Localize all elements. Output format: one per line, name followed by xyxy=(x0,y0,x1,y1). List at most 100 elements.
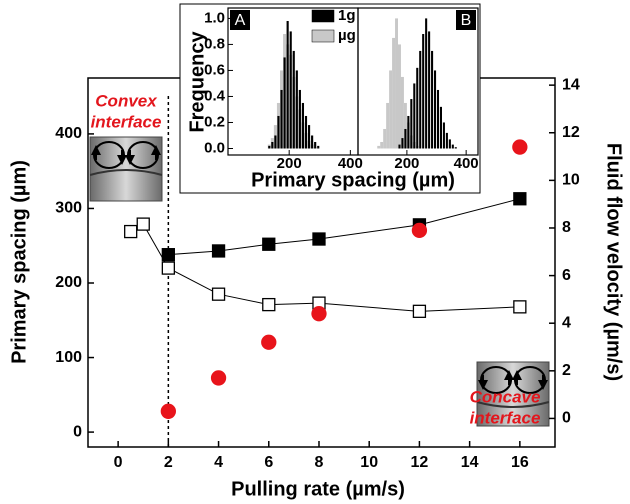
histogram-bar xyxy=(377,145,381,149)
histogram-bar xyxy=(292,50,295,149)
y-tick-label: 200 xyxy=(55,274,82,291)
marker xyxy=(161,248,175,262)
panel-label: B xyxy=(461,12,472,29)
convex-icon xyxy=(89,136,163,202)
x-tick-label: 200 xyxy=(394,155,419,172)
histogram-bar xyxy=(383,128,387,149)
histogram-bar xyxy=(434,70,437,149)
y2-tick-label: 6 xyxy=(562,267,571,284)
x-tick-label: 8 xyxy=(315,454,324,471)
concave-icon xyxy=(476,361,550,427)
marker xyxy=(161,261,175,275)
x-axis-title: Pulling rate (µm/s) xyxy=(231,478,405,500)
histogram-bar xyxy=(398,144,401,149)
marker xyxy=(124,224,138,239)
histogram-bar xyxy=(311,135,314,149)
histogram-bar xyxy=(274,135,277,149)
histogram-bar xyxy=(425,18,428,149)
legend-swatch xyxy=(311,29,335,43)
histogram-bar xyxy=(454,147,457,149)
histogram-bar xyxy=(317,145,320,149)
annotation: Concave xyxy=(470,387,541,406)
y-axis-title: Primary spacing (µm) xyxy=(8,160,30,364)
marker xyxy=(262,297,276,312)
marker xyxy=(312,232,326,246)
histogram-bar xyxy=(280,89,283,149)
marker xyxy=(411,222,428,239)
y-tick-label: 0.0 xyxy=(204,139,225,156)
annotation: interface xyxy=(91,112,162,131)
x-tick-label: 4 xyxy=(214,454,223,471)
panel-label-box xyxy=(230,10,250,30)
histogram-bar xyxy=(413,83,416,149)
histogram-bar xyxy=(386,102,390,149)
histogram-bar xyxy=(448,139,451,149)
marker xyxy=(160,403,176,419)
marker xyxy=(210,370,227,386)
x-tick-label: 6 xyxy=(264,454,273,471)
x-tick-label: 400 xyxy=(338,155,363,172)
marker xyxy=(136,217,150,231)
panel-frame xyxy=(357,7,479,156)
annotation: interface xyxy=(470,408,541,427)
y-tick-label: 0.4 xyxy=(204,87,226,104)
histogram-bar xyxy=(304,115,308,149)
histogram-bar xyxy=(401,138,404,149)
histogram-bar xyxy=(380,141,384,149)
y-tick-label: 300 xyxy=(55,200,82,217)
x-tick-label: 400 xyxy=(454,155,479,172)
histogram-bar xyxy=(419,50,422,149)
histogram-bar xyxy=(404,128,407,149)
marker xyxy=(512,139,528,155)
histogram-bar xyxy=(271,141,274,149)
histogram-bar xyxy=(428,31,431,149)
histogram-bar xyxy=(395,18,398,149)
y2-axis-title: Fluid flow velocity (µm/s) xyxy=(603,143,625,381)
y-tick-label: 0.6 xyxy=(204,61,225,78)
histogram-bar xyxy=(286,21,289,149)
y2-tick-label: 8 xyxy=(562,219,571,236)
y2-tick-label: 10 xyxy=(562,172,580,189)
histogram-bar xyxy=(451,144,454,149)
y-tick-label: 0.2 xyxy=(204,113,225,130)
marker xyxy=(412,304,427,318)
marker xyxy=(261,334,277,350)
y2-tick-label: 2 xyxy=(562,362,571,379)
x-tick-label: 10 xyxy=(360,454,378,471)
series-line xyxy=(130,223,520,312)
marker xyxy=(513,192,527,206)
y2-tick-label: 12 xyxy=(562,124,580,141)
histogram-bar xyxy=(445,132,448,149)
y-tick-label: 400 xyxy=(55,125,82,142)
histogram-bar xyxy=(400,76,404,149)
histogram-bar xyxy=(416,67,419,149)
histogram-bar xyxy=(298,89,301,149)
y2-tick-label: 4 xyxy=(562,314,571,331)
histogram-bar xyxy=(277,115,280,149)
y-tick-label: 1.0 xyxy=(204,9,225,26)
histogram-bar xyxy=(301,102,305,149)
y-tick-label: 0 xyxy=(73,423,82,440)
inset: Primary spacing (µm) Frequency 200 400 A 20… xyxy=(179,3,481,194)
panel-label: A xyxy=(235,12,246,29)
inset-y-title: Frequency xyxy=(186,31,208,133)
marker xyxy=(211,244,226,258)
marker xyxy=(513,300,527,314)
marker xyxy=(311,306,327,322)
histogram-bar xyxy=(398,44,401,149)
histogram-bar xyxy=(314,141,317,149)
legend-swatch xyxy=(311,9,335,23)
histogram-bar xyxy=(422,34,425,149)
histogram-bar xyxy=(442,122,445,149)
series-line xyxy=(168,198,520,256)
marker xyxy=(211,287,226,301)
histogram-bar xyxy=(389,70,393,149)
histogram-bar xyxy=(431,50,434,149)
marker xyxy=(262,237,276,251)
histogram-bar xyxy=(403,102,407,149)
x-tick-label: 200 xyxy=(277,155,302,172)
panel-label-box xyxy=(456,10,476,30)
histogram-bar xyxy=(436,89,440,149)
x-tick-label: 2 xyxy=(164,454,173,471)
